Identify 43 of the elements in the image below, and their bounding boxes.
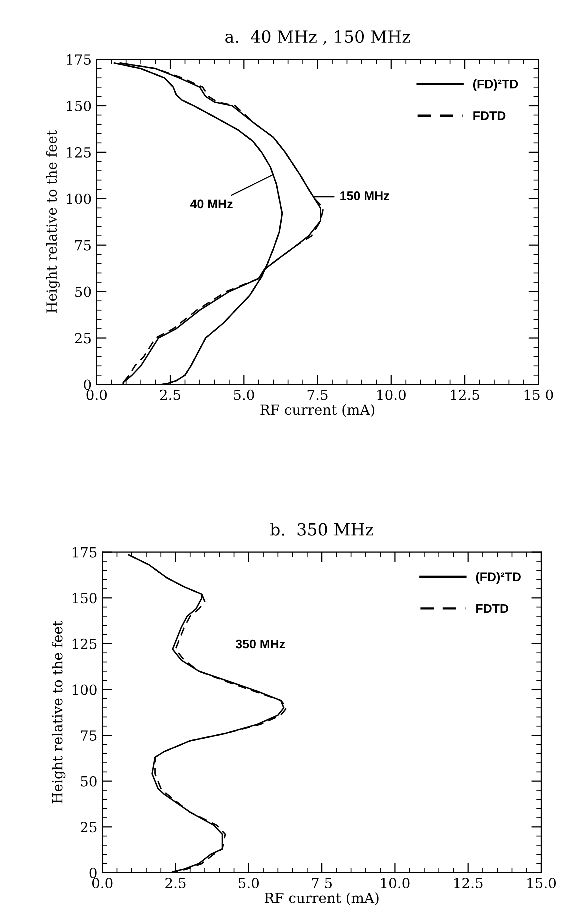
x-tick-label: 10.0 [378, 390, 406, 400]
annotation: 350 MHz [236, 640, 286, 649]
x-tick-label: 2.5 [160, 390, 180, 400]
y-tick-label: 0 [90, 868, 97, 878]
x-tick-label: 5.0 [234, 390, 254, 400]
y-tick-label: 0 [84, 380, 92, 390]
y-tick-label: 150 [72, 593, 97, 604]
y-tick-label: 75 [81, 730, 97, 742]
x-tick-label: 15.0 [528, 878, 556, 889]
chart-title: b. 350 MHz [270, 523, 374, 536]
y-tick-label: 175 [67, 54, 91, 66]
x-tick-label: 12.5 [454, 878, 483, 889]
y-tick-label: 100 [72, 684, 97, 696]
y-tick-label: 125 [72, 638, 97, 650]
x-tick-label: 2.5 [166, 878, 186, 889]
x-tick-label: 5.0 [239, 878, 260, 889]
legend-label: FDTD [476, 604, 508, 614]
x-tick-label: 12.5 [451, 390, 480, 400]
y-tick-label: 100 [67, 194, 92, 204]
x-tick-label: 10.0 [381, 878, 410, 889]
x-tick-label: 15 0 [524, 390, 554, 400]
y-tick-label: 50 [81, 776, 97, 787]
y-tick-label: 75 [76, 240, 91, 251]
y-axis-title: Height relative to the feet [46, 130, 60, 314]
y-tick-label: 175 [72, 547, 97, 558]
y-tick-label: 150 [67, 100, 92, 112]
y-tick-label: 25 [81, 822, 97, 833]
annotation: 40 MHz [190, 200, 233, 209]
x-axis-title: RF current (mA) [260, 404, 375, 418]
legend-label: (FD)²TD [473, 80, 518, 92]
x-tick-label: 7.5 [308, 390, 328, 400]
legend-label: FDTD [474, 112, 506, 120]
x-axis-title: RF current (mA) [264, 892, 379, 906]
x-tick-label: 0.0 [92, 878, 113, 889]
y-tick-label: 50 [76, 286, 92, 298]
legend-label: (FD)²TD [476, 572, 521, 584]
annotation: 150 MHz [340, 192, 390, 200]
chart-title: a. 40 MHz , 150 MHz [226, 30, 410, 46]
y-tick-label: 125 [67, 147, 91, 158]
x-tick-label: 7 5 [312, 878, 332, 889]
y-axis-title: Height relative to the feet [52, 621, 66, 804]
y-tick-label: 25 [75, 333, 91, 344]
x-tick-label: 0.0 [86, 390, 108, 400]
